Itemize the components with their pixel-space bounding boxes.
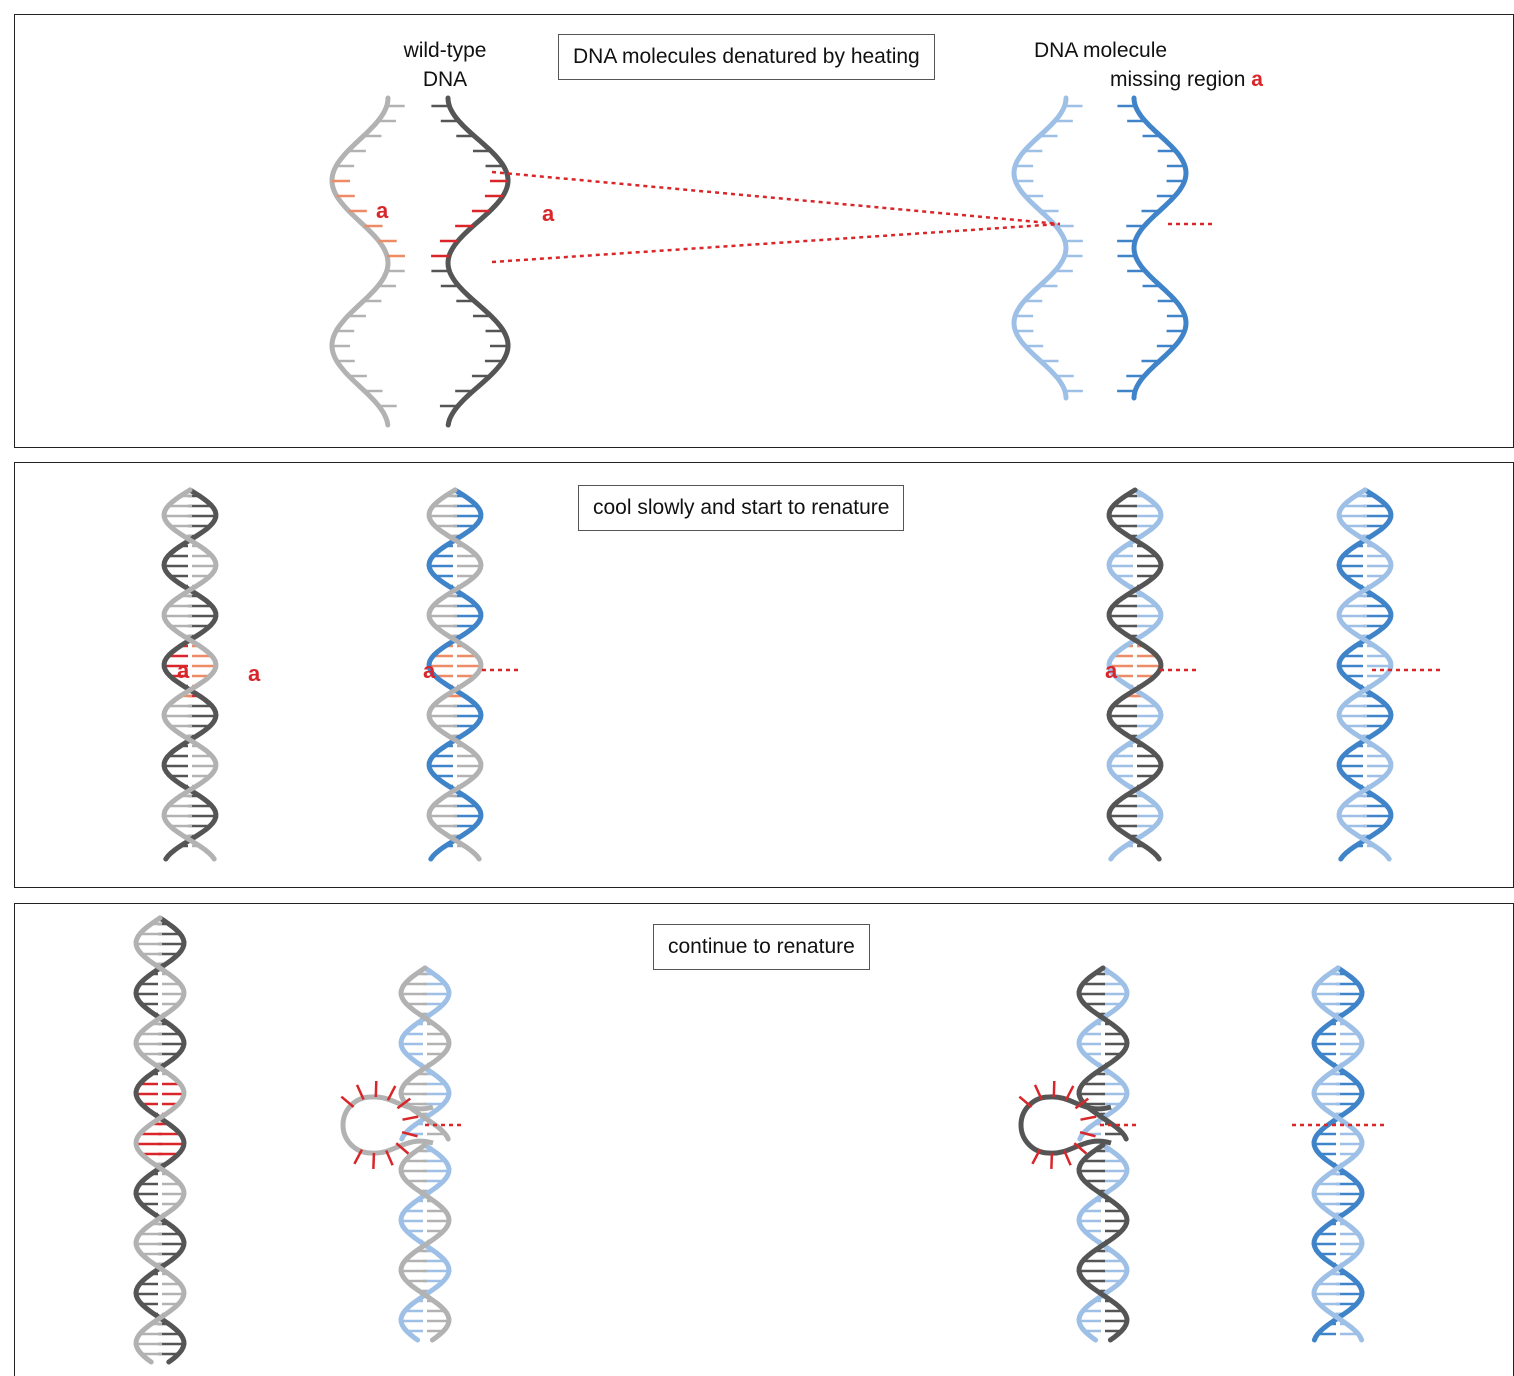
wild-type-label-line2: DNA: [422, 68, 468, 91]
final-2-loop-base: [386, 1085, 397, 1101]
final-2-loop-base: [396, 1097, 411, 1110]
region-a-label-6: a: [1105, 658, 1118, 683]
final-3-loop-base: [1079, 1130, 1096, 1138]
mutant-label: DNA molecule missing region a: [1034, 36, 1263, 94]
final-1-strand-b: [133, 915, 187, 1365]
final-4-strand-b: [1311, 965, 1365, 1343]
het-3-strand-a: [1106, 487, 1164, 862]
final-2-loop-base: [353, 1149, 363, 1165]
final-1-strand-a: [133, 915, 187, 1365]
wild-type-label-line1: wild-type: [403, 39, 487, 62]
mut-strand-2-backbone: [1131, 95, 1189, 401]
final-2-loop-base: [395, 1142, 410, 1155]
final-2-loop-base: [355, 1084, 365, 1100]
mutant-label-region: a: [1251, 68, 1263, 91]
final-3-loop-base: [1074, 1097, 1089, 1110]
final-3-loop-base: [1018, 1095, 1033, 1108]
mut-strand-1-backbone: [1011, 95, 1069, 401]
caption-start-renature: cool slowly and start to renature: [578, 485, 905, 531]
het-4-strand-b: [1336, 487, 1394, 862]
final-3-loop-base: [1031, 1149, 1041, 1165]
final-3-loop-base: [1073, 1142, 1088, 1155]
final-2-bottom-strand-b: [398, 1142, 452, 1343]
het-2-strand-b: [426, 487, 484, 862]
final-2-loop-base: [401, 1130, 418, 1138]
mutant-label-line1: DNA molecule: [1034, 39, 1168, 62]
wt-strand-1-backbone: [329, 95, 391, 428]
caption-continue-renature: continue to renature: [653, 924, 870, 970]
final-3-bottom-strand-a: [1076, 1142, 1130, 1343]
region-a-label-3: a: [177, 658, 190, 683]
region-a-label-5: a: [423, 658, 436, 683]
panel-denatured: [14, 14, 1514, 448]
caption-denatured: DNA molecules denatured by heating: [558, 34, 935, 80]
final-3-bottom-strand-b: [1076, 1142, 1130, 1343]
final-3-top-strand-a: [1076, 965, 1130, 1142]
het-2-strand-a: [426, 487, 484, 862]
final-2-loop-base: [372, 1152, 376, 1170]
mutant-label-line2: missing region a: [1034, 65, 1263, 94]
mutant-label-text: missing region: [1110, 68, 1246, 91]
final-3-loop-base: [1080, 1115, 1097, 1121]
final-3-loop-base: [1033, 1084, 1043, 1100]
panel-start-renature: [14, 462, 1514, 888]
region-a-label-4: a: [248, 661, 261, 686]
final-2-loop-base: [385, 1150, 394, 1166]
het-1-strand-b: [161, 487, 219, 862]
final-2-loop-base: [402, 1115, 419, 1121]
final-3-loop-base: [1050, 1152, 1054, 1170]
final-3-loop-base: [1063, 1150, 1072, 1166]
region-a-label-1: a: [376, 198, 389, 223]
final-3-loop-base: [1064, 1085, 1075, 1101]
wild-type-label: wild-type DNA: [397, 36, 493, 94]
final-2-top-strand-a: [398, 965, 452, 1142]
het-4-strand-a: [1336, 487, 1394, 862]
final-4-strand-a: [1311, 965, 1365, 1343]
final-2-bottom-strand-a: [398, 1142, 452, 1343]
het-1-strand-a: [161, 487, 219, 862]
deletion-line-bottom: [491, 222, 1061, 264]
wt-strand-2-backbone: [445, 95, 511, 428]
region-a-label-2: a: [542, 201, 555, 226]
deletion-line-top: [491, 170, 1061, 226]
final-2-loop-base: [340, 1095, 355, 1108]
het-3-strand-b: [1106, 487, 1164, 862]
panel-continue-renature: [14, 903, 1514, 1376]
